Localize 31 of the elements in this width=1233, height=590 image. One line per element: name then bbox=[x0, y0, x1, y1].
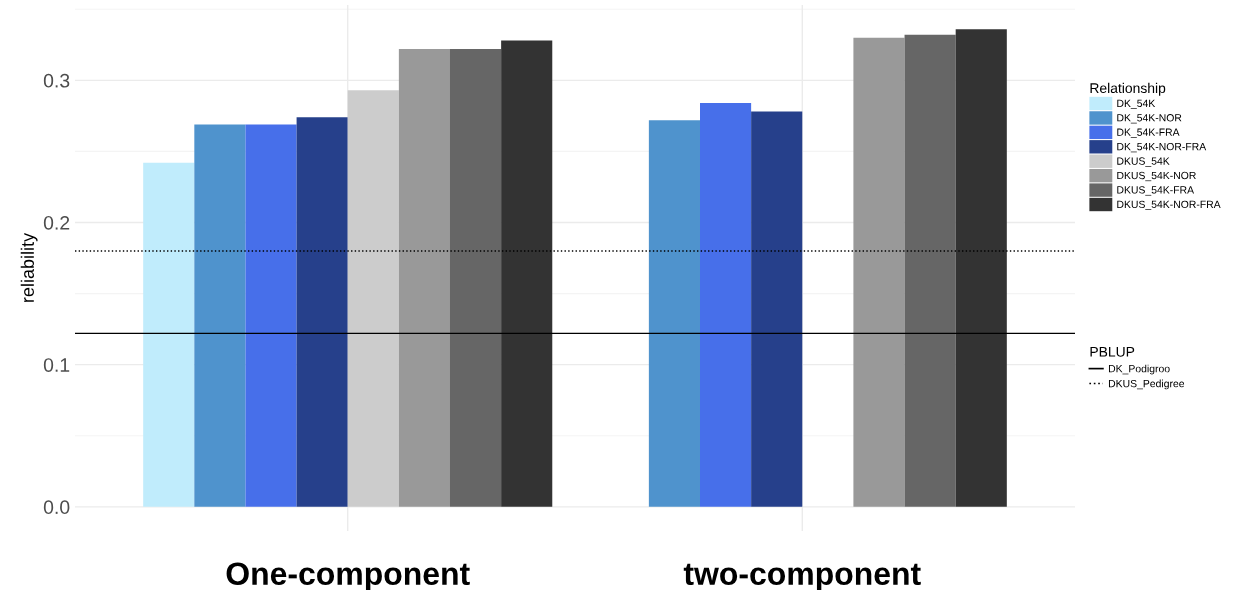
bar bbox=[450, 49, 502, 507]
bar bbox=[700, 103, 752, 507]
legend-label: DKUS_54K bbox=[1117, 157, 1170, 167]
bar bbox=[751, 111, 803, 507]
legend-label: DK_54K-NOR bbox=[1117, 114, 1182, 124]
bar bbox=[501, 40, 553, 507]
bar bbox=[143, 162, 195, 507]
legend-label: DKUS_54K-NOR bbox=[1117, 171, 1196, 182]
legend-label: DKUS_54K-NOR-FRA bbox=[1117, 200, 1221, 210]
y-tick-label: 0.0 bbox=[43, 500, 70, 515]
legend-label: DKUS_Pedigree bbox=[1108, 379, 1185, 390]
legend-label: DKUS_54K-FRA bbox=[1117, 186, 1195, 196]
text: PBLUP bbox=[1090, 347, 1135, 357]
y-axis-title: reliability bbox=[20, 232, 38, 302]
bar bbox=[398, 49, 450, 507]
bar bbox=[296, 117, 348, 507]
bar bbox=[194, 124, 246, 507]
y-tick-label: 0.2 bbox=[43, 215, 70, 230]
bar bbox=[245, 124, 297, 507]
bar bbox=[853, 37, 905, 507]
bar bbox=[955, 29, 1007, 507]
legend-label: DK_Podigroo bbox=[1108, 364, 1170, 375]
bar bbox=[347, 90, 399, 507]
legend-label: DK_54K bbox=[1117, 99, 1156, 109]
bar bbox=[648, 120, 700, 507]
legend-label: DK_54K-NOR-FRA bbox=[1117, 142, 1207, 153]
legend-label: DK_54K-FRA bbox=[1117, 128, 1180, 138]
bar bbox=[904, 34, 956, 507]
y-tick-label: 0.1 bbox=[43, 358, 70, 372]
y-tick-label: 0.3 bbox=[43, 73, 70, 88]
legend-title: Relationship bbox=[1090, 82, 1166, 96]
